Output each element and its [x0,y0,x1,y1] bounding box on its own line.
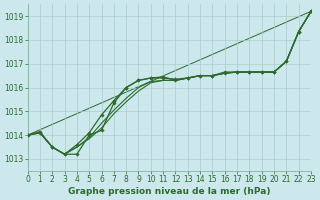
X-axis label: Graphe pression niveau de la mer (hPa): Graphe pression niveau de la mer (hPa) [68,187,270,196]
